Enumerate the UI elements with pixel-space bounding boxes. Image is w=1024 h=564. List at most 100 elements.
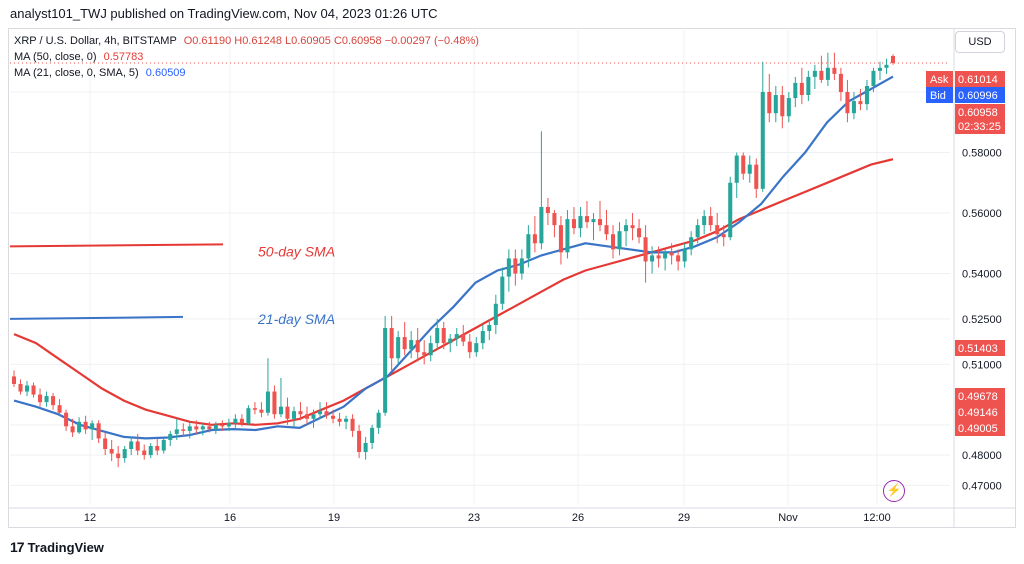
legend-ohlc-row: XRP / U.S. Dollar, 4h, BITSTAMP O0.61190…: [14, 35, 479, 47]
candle-body: [467, 341, 472, 353]
candle-body: [864, 85, 869, 105]
candle-body: [474, 343, 479, 353]
candle-body: [702, 216, 707, 226]
candle-body: [298, 411, 303, 415]
candle-body: [239, 418, 244, 424]
candle-body: [383, 328, 388, 413]
candle-body: [715, 225, 720, 235]
price-tag-49678: 0.49678: [958, 391, 998, 403]
x-tick-label: 16: [224, 512, 236, 524]
candle-body: [806, 76, 811, 96]
candle-body: [565, 219, 570, 253]
candle-body: [604, 225, 609, 235]
candle-body: [25, 385, 30, 392]
y-tick-label: 0.58000: [962, 148, 1002, 160]
candle-body: [741, 155, 746, 174]
candle-body: [200, 426, 205, 430]
candle-body: [663, 252, 668, 259]
x-tick-label: 26: [572, 512, 584, 524]
candle-body: [884, 64, 889, 68]
candle-body: [90, 423, 95, 430]
candle-body: [31, 385, 36, 395]
sma21-drawn-line: [9, 315, 184, 320]
candle-body: [402, 337, 407, 350]
candle-body: [168, 433, 173, 440]
legend-ma50-row[interactable]: MA (50, close, 0) 0.57783: [14, 51, 143, 63]
candle-body: [422, 352, 427, 356]
x-tick-label: 29: [678, 512, 690, 524]
bid-label-bg: [926, 87, 953, 103]
candle-body: [278, 406, 283, 415]
sma21-annotation: 21-day SMA: [257, 311, 335, 327]
candle-body: [187, 426, 192, 431]
candle-body: [461, 334, 466, 342]
candle-body: [83, 421, 88, 430]
candle-body: [142, 450, 147, 456]
candle-body: [858, 101, 863, 105]
candle-body: [624, 225, 629, 232]
candle-body: [487, 324, 492, 332]
bid-price-tag-bg: [955, 87, 1005, 103]
candle-body: [871, 70, 876, 86]
candle-body: [246, 408, 251, 424]
candle-body: [415, 340, 420, 353]
candle-body: [389, 328, 394, 359]
candle-body: [304, 414, 310, 419]
candle-body: [233, 418, 238, 424]
candle-body: [252, 408, 257, 410]
candle-body: [676, 255, 681, 262]
candle-body: [11, 376, 17, 384]
candle-body: [851, 101, 856, 114]
ask-label-bg: [926, 71, 953, 87]
x-tick-label: 23: [468, 512, 480, 524]
y-tick-label: 0.48000: [962, 450, 1002, 462]
candle-body: [259, 409, 264, 413]
candle-body: [539, 206, 544, 244]
bid-price-tag: 0.60996: [958, 90, 998, 102]
candle-body: [734, 155, 739, 183]
candle-body: [819, 70, 824, 80]
y-tick-label: 0.54000: [962, 269, 1002, 281]
candle-body: [793, 82, 798, 99]
candle-body: [350, 418, 355, 431]
candle-body: [780, 95, 785, 117]
candle-body: [148, 446, 153, 456]
lightning-icon[interactable]: ⚡: [883, 480, 905, 502]
candle-body: [519, 258, 524, 274]
price-tag-51403: 0.51403: [958, 343, 998, 355]
candle-body: [396, 337, 401, 359]
candle-body: [526, 234, 531, 259]
candle-body: [38, 394, 43, 403]
candle-body: [311, 414, 316, 419]
candle-body: [845, 92, 850, 114]
candle-body: [493, 303, 498, 325]
legend-ohlc: O0.61190 H0.61248 L0.60905 C0.60958 −0.0…: [183, 35, 479, 47]
y-tick-label: 0.56000: [962, 208, 1002, 220]
candle-body: [409, 340, 414, 350]
candle-body: [682, 249, 687, 262]
y-tick-label: 0.47000: [962, 480, 1002, 492]
candle-body: [480, 331, 485, 344]
candle-body: [448, 338, 453, 344]
candle-body: [728, 182, 733, 238]
candle-body: [64, 412, 69, 427]
candle-body: [832, 67, 837, 74]
candle-body: [571, 219, 576, 229]
x-tick-label: Nov: [778, 512, 798, 524]
candle-body: [506, 258, 511, 277]
candle-body: [18, 383, 23, 392]
candle-body: [799, 82, 804, 96]
candle-body: [265, 391, 270, 413]
price-tag-49005-bg: [955, 420, 1005, 436]
candle-body: [760, 92, 765, 189]
candle-body: [669, 252, 674, 256]
ma50-line: [13, 158, 894, 426]
candle-body: [812, 70, 817, 77]
candle-body: [611, 234, 616, 250]
currency-button[interactable]: USD: [955, 31, 1005, 53]
candle-body: [155, 446, 160, 451]
candle-body: [331, 415, 336, 419]
y-tick-label: 0.52500: [962, 314, 1002, 326]
legend-ma21-row[interactable]: MA (21, close, 0, SMA, 5) 0.60509: [14, 67, 186, 79]
